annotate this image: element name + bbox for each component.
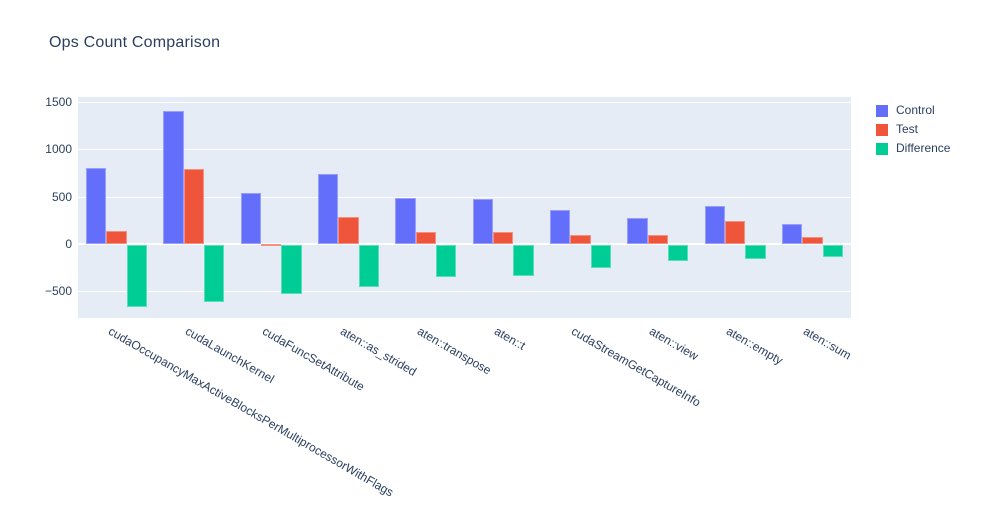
gridline-y-1000 [78,149,851,151]
gridline-y--500 [78,291,851,293]
legend-label-control: Control [896,103,935,117]
bar-test-cudastreamgetcaptureinfo[interactable] [570,234,591,245]
x-tick-label-aten-t: aten::t [492,324,529,353]
bar-test-cudaoccupancymaxactiveblockspermultiprocessorwithflags[interactable] [106,231,127,244]
bar-test-aten-sum[interactable] [802,237,823,244]
x-tick-label-cudastreamgetcaptureinfo: cudaStreamGetCaptureInfo [569,324,704,410]
x-tick-label-aten-transpose: aten::transpose [414,324,494,378]
bar-test-aten-view[interactable] [647,234,668,245]
bar-difference-cudastreamgetcaptureinfo[interactable] [590,245,611,269]
bar-test-cudafuncsetattribute[interactable] [261,243,282,246]
bar-control-cudafuncsetattribute[interactable] [240,193,262,244]
bar-control-aten-empty[interactable] [704,206,725,244]
bar-test-aten-empty[interactable] [724,220,746,244]
x-tick-label-aten-empty: aten::empty [724,324,786,368]
legend-item-control[interactable]: Control [876,104,950,117]
plot-area [78,97,851,318]
bar-control-cudastreamgetcaptureinfo[interactable] [549,210,571,244]
legend-label-difference: Difference [896,141,951,155]
x-tick-label-aten-sum: aten::sum [801,324,854,363]
bar-test-aten-t[interactable] [492,231,514,244]
bar-test-cudalaunchkernel[interactable] [183,169,205,244]
bar-control-aten-t[interactable] [472,199,493,245]
bar-difference-cudalaunchkernel[interactable] [204,245,225,302]
bar-difference-aten-empty[interactable] [745,245,766,259]
bar-control-aten-sum[interactable] [781,224,803,244]
bar-control-aten-view[interactable] [627,217,648,244]
bar-control-cudaoccupancymaxactiveblockspermultiprocessorwithflags[interactable] [86,168,107,244]
y-tick-label-1000: 1000 [45,142,72,157]
gridline-y-1500 [78,101,851,103]
legend-item-test[interactable]: Test [876,123,950,136]
zero-line [78,243,851,246]
bar-difference-aten-t[interactable] [513,245,534,277]
legend: Control Test Difference [876,104,950,161]
bar-difference-aten-transpose[interactable] [436,245,457,278]
y-tick-label--500: −500 [44,284,72,299]
x-tick-label-aten-view: aten::view [646,324,701,364]
chart-title: Ops Count Comparison [49,34,221,51]
bar-test-aten-as-strided[interactable] [338,216,359,244]
bar-difference-aten-sum[interactable] [822,245,843,258]
legend-swatch-difference-icon [876,142,888,155]
y-tick-label-1500: 1500 [45,94,72,109]
bar-test-aten-transpose[interactable] [415,231,437,244]
bar-difference-aten-view[interactable] [667,245,689,261]
legend-item-difference[interactable]: Difference [876,142,950,155]
legend-swatch-control-icon [876,104,888,117]
bar-difference-aten-as-strided[interactable] [358,245,380,287]
legend-swatch-test-icon [876,123,888,136]
y-tick-label-0: 0 [65,237,72,252]
legend-label-test: Test [896,122,919,136]
bar-difference-cudafuncsetattribute[interactable] [281,245,302,295]
bar-control-cudalaunchkernel[interactable] [163,111,184,244]
x-tick-label-cudaoccupancymaxactiveblockspermultiprocessorwithflags: cudaOccupancyMaxActiveBlocksPerMultiproc… [105,324,396,500]
bar-control-aten-transpose[interactable] [395,198,416,244]
gridline-y-500 [78,196,851,198]
bar-difference-cudaoccupancymaxactiveblockspermultiprocessorwithflags[interactable] [126,245,148,308]
y-tick-label-500: 500 [51,189,72,204]
x-tick-label-aten-as-strided: aten::as_strided [337,324,419,379]
bar-control-aten-as-strided[interactable] [318,173,339,245]
